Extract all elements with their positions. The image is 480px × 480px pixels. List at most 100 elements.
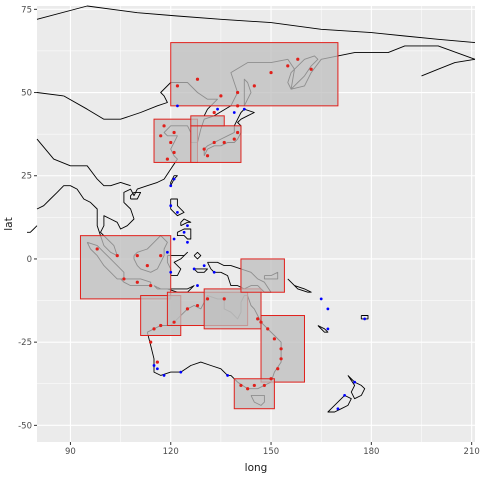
red-point bbox=[246, 387, 250, 391]
red-point bbox=[262, 383, 266, 388]
red-point bbox=[205, 154, 210, 158]
red-point bbox=[252, 84, 256, 88]
coastline-new-zealand-north bbox=[347, 375, 366, 400]
red-point bbox=[252, 383, 256, 388]
blue-point bbox=[186, 240, 189, 244]
y-tick-label: -50 bbox=[18, 421, 32, 431]
red-point bbox=[152, 327, 156, 331]
red-point bbox=[219, 94, 223, 98]
red-point bbox=[159, 323, 163, 328]
red-point bbox=[256, 317, 260, 321]
blue-point bbox=[319, 297, 323, 301]
coastline-asia-coast bbox=[36, 5, 476, 44]
red-point bbox=[185, 307, 190, 311]
region-box bbox=[203, 288, 262, 330]
coastline-china-border bbox=[36, 138, 131, 187]
red-point bbox=[259, 320, 263, 324]
red-point bbox=[266, 327, 270, 331]
red-point bbox=[149, 340, 153, 344]
blue-point bbox=[176, 104, 179, 108]
blue-point bbox=[176, 210, 179, 214]
occurrence-points bbox=[95, 57, 367, 411]
red-point bbox=[239, 383, 243, 388]
red-point bbox=[95, 247, 99, 251]
blue-point bbox=[212, 270, 216, 274]
red-point bbox=[286, 64, 290, 68]
blue-point bbox=[186, 224, 189, 228]
coastline-new-zealand-south bbox=[327, 394, 352, 413]
red-point bbox=[135, 254, 139, 258]
coastline-solomons bbox=[287, 278, 312, 293]
red-point bbox=[276, 367, 280, 371]
red-point bbox=[195, 77, 200, 81]
region-box bbox=[233, 378, 275, 410]
blue-point bbox=[196, 284, 199, 287]
blue-point bbox=[353, 380, 357, 384]
blue-point bbox=[165, 250, 169, 254]
blue-point bbox=[232, 111, 236, 114]
red-point bbox=[222, 140, 226, 145]
red-point bbox=[232, 137, 236, 141]
red-point bbox=[236, 104, 240, 108]
region-box bbox=[170, 42, 339, 107]
red-point bbox=[222, 297, 226, 301]
blue-point bbox=[162, 374, 166, 377]
blue-point bbox=[179, 370, 183, 374]
region-box bbox=[240, 258, 285, 293]
red-point bbox=[175, 84, 180, 88]
coastline-halmahera bbox=[193, 251, 202, 260]
red-point bbox=[122, 277, 126, 281]
blue-point bbox=[169, 270, 173, 274]
red-point bbox=[145, 264, 149, 268]
blue-point bbox=[169, 204, 173, 208]
coastline-maluku bbox=[193, 268, 208, 273]
x-tick-label: 180 bbox=[363, 447, 379, 457]
coastline-philippines-central bbox=[180, 218, 192, 227]
blue-point bbox=[182, 230, 186, 234]
red-point bbox=[236, 130, 240, 135]
blue-point bbox=[363, 317, 367, 321]
x-tick-label: 90 bbox=[65, 447, 76, 457]
blue-point bbox=[202, 264, 206, 268]
red-point bbox=[236, 90, 240, 95]
red-point bbox=[309, 67, 313, 71]
region-box bbox=[190, 125, 242, 163]
red-point bbox=[202, 147, 206, 151]
blue-point bbox=[172, 237, 176, 241]
y-axis-title: lat bbox=[3, 217, 15, 230]
region-box bbox=[153, 118, 198, 163]
red-point bbox=[272, 337, 276, 341]
blue-point bbox=[152, 364, 156, 367]
coastline-hainan bbox=[130, 191, 142, 200]
red-point bbox=[279, 347, 283, 351]
x-axis-title: long bbox=[245, 462, 268, 474]
blue-point bbox=[226, 374, 229, 377]
red-point bbox=[172, 150, 176, 155]
coastline-new-caledonia bbox=[317, 325, 329, 333]
blue-point bbox=[192, 267, 196, 271]
x-tick-label: 150 bbox=[263, 447, 279, 457]
red-point bbox=[115, 254, 119, 258]
coastline-fiji bbox=[360, 315, 369, 320]
red-point bbox=[169, 140, 173, 145]
red-point bbox=[135, 280, 139, 284]
red-point bbox=[212, 110, 216, 115]
red-point bbox=[149, 283, 153, 288]
blue-point bbox=[326, 307, 330, 311]
y-tick-label: 75 bbox=[21, 5, 32, 15]
x-tick-label: 120 bbox=[163, 447, 179, 457]
red-point bbox=[269, 377, 273, 381]
region-box bbox=[79, 235, 172, 300]
y-tick-label: 50 bbox=[21, 89, 32, 99]
blue-point bbox=[242, 107, 246, 111]
blue-point bbox=[326, 327, 330, 331]
red-point bbox=[172, 320, 176, 324]
red-point bbox=[296, 57, 300, 61]
red-point bbox=[195, 303, 200, 308]
blue-point bbox=[343, 394, 347, 397]
coastline-india-coast bbox=[27, 225, 38, 233]
red-point bbox=[155, 360, 159, 364]
y-tick-label: 0 bbox=[27, 255, 32, 265]
region-boxes bbox=[79, 42, 339, 410]
blue-point bbox=[336, 407, 340, 411]
